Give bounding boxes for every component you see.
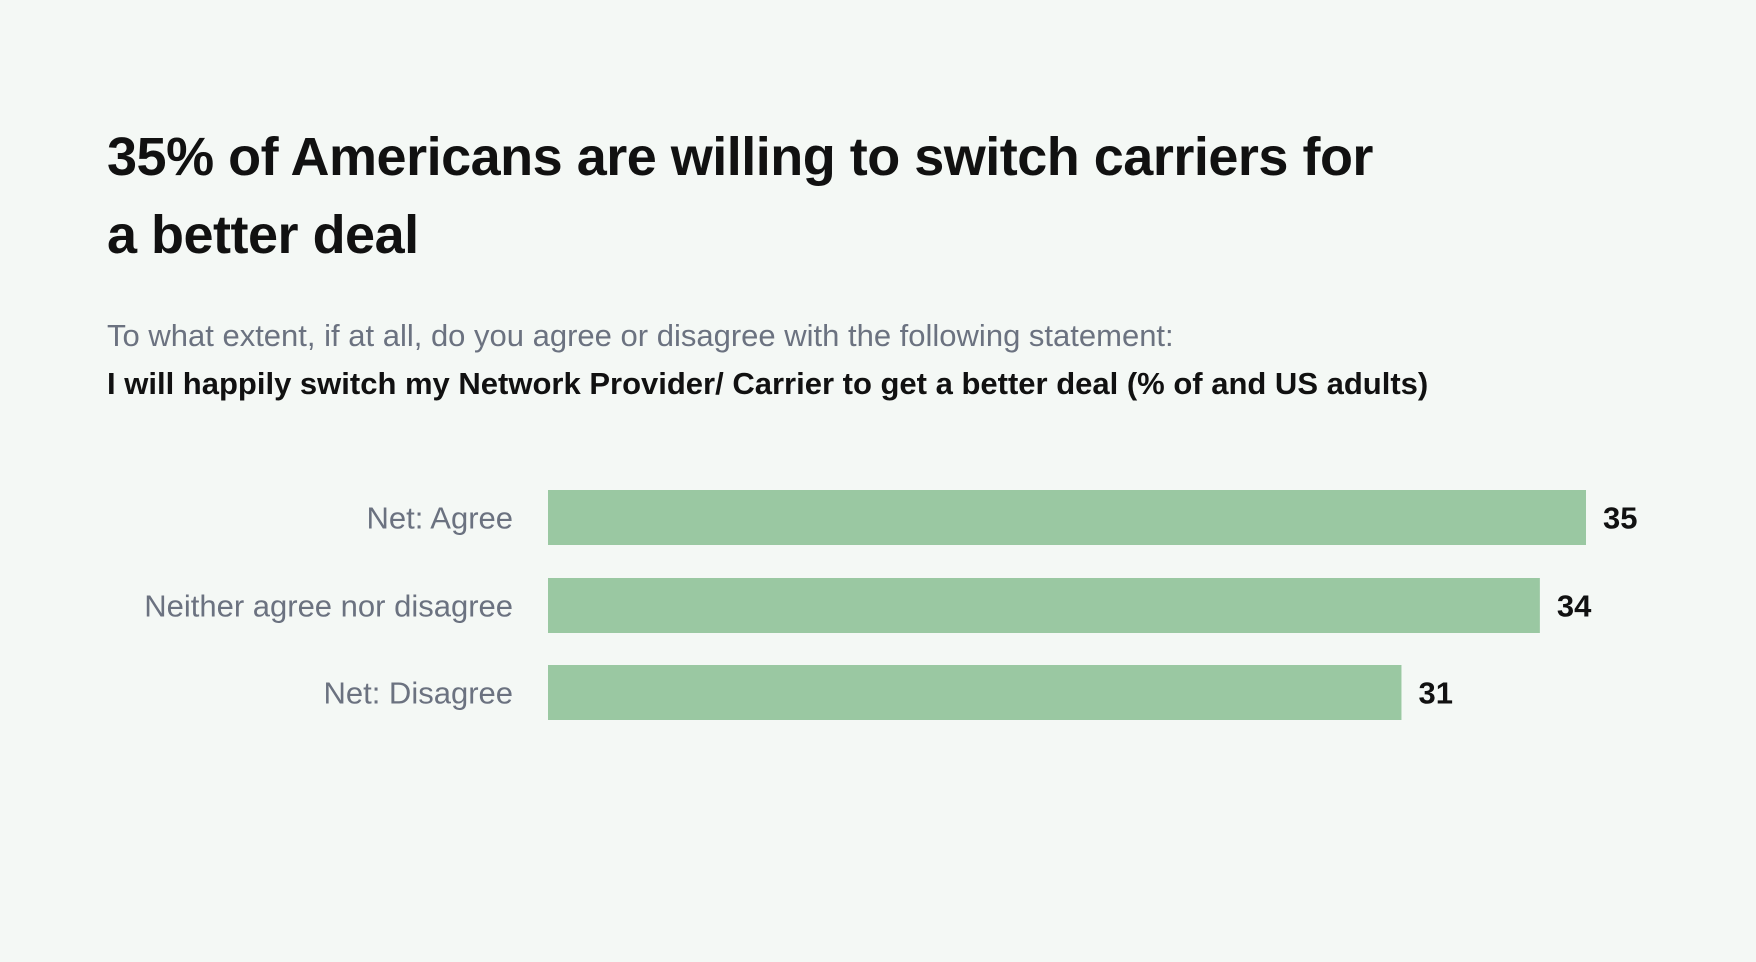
chart-title: 35% of Americans are willing to switch c…	[107, 127, 1373, 265]
bar-1	[548, 578, 1540, 633]
category-label: Net: Disagree	[323, 676, 513, 711]
category-label: Neither agree nor disagree	[144, 589, 513, 624]
data-label: 34	[1557, 589, 1592, 624]
bar-0	[548, 490, 1586, 545]
chart-question: I will happily switch my Network Provide…	[107, 366, 1429, 401]
bar-2	[548, 665, 1402, 720]
data-label: 35	[1603, 501, 1637, 536]
category-label: Net: Agree	[367, 501, 513, 536]
chart-subtitle: To what extent, if at all, do you agree …	[107, 318, 1174, 353]
data-label: 31	[1418, 676, 1452, 711]
